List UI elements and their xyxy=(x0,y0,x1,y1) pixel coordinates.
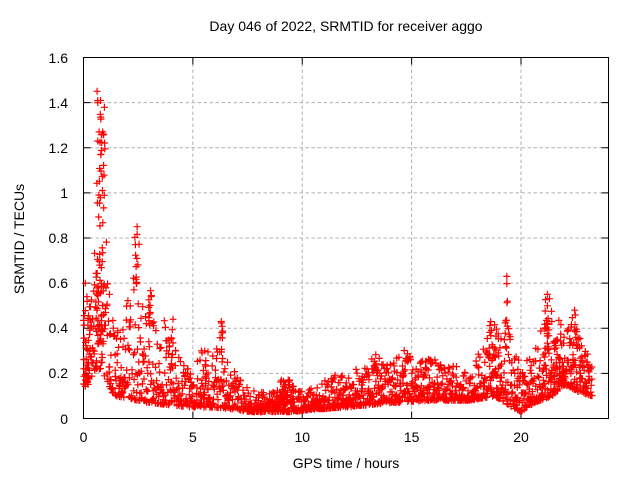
y-tick-label: 1.2 xyxy=(48,139,68,156)
y-tick-label: 1.6 xyxy=(48,49,68,66)
y-tick-label: 0.6 xyxy=(48,275,68,292)
grid-lines xyxy=(83,57,609,419)
x-tick-label: 10 xyxy=(294,429,311,445)
x-tick-label: 5 xyxy=(188,429,197,445)
x-tick-label: 20 xyxy=(513,429,529,445)
y-tick-label: 0.8 xyxy=(48,230,68,246)
y-tick-label: 0 xyxy=(60,410,68,427)
data-points xyxy=(80,87,596,416)
chart-title: Day 046 of 2022, SRMTID for receiver agg… xyxy=(209,18,483,34)
x-tick-label: 15 xyxy=(403,429,420,445)
plot-border xyxy=(83,57,609,419)
y-tick-label: 0.2 xyxy=(48,365,68,382)
y-tick-label: 0.4 xyxy=(48,320,68,337)
y-tick-label: 1.4 xyxy=(48,94,68,111)
x-axis-label: GPS time / hours xyxy=(292,455,400,471)
y-tick-label: 1 xyxy=(60,184,68,201)
x-tick-label: 0 xyxy=(79,429,88,445)
